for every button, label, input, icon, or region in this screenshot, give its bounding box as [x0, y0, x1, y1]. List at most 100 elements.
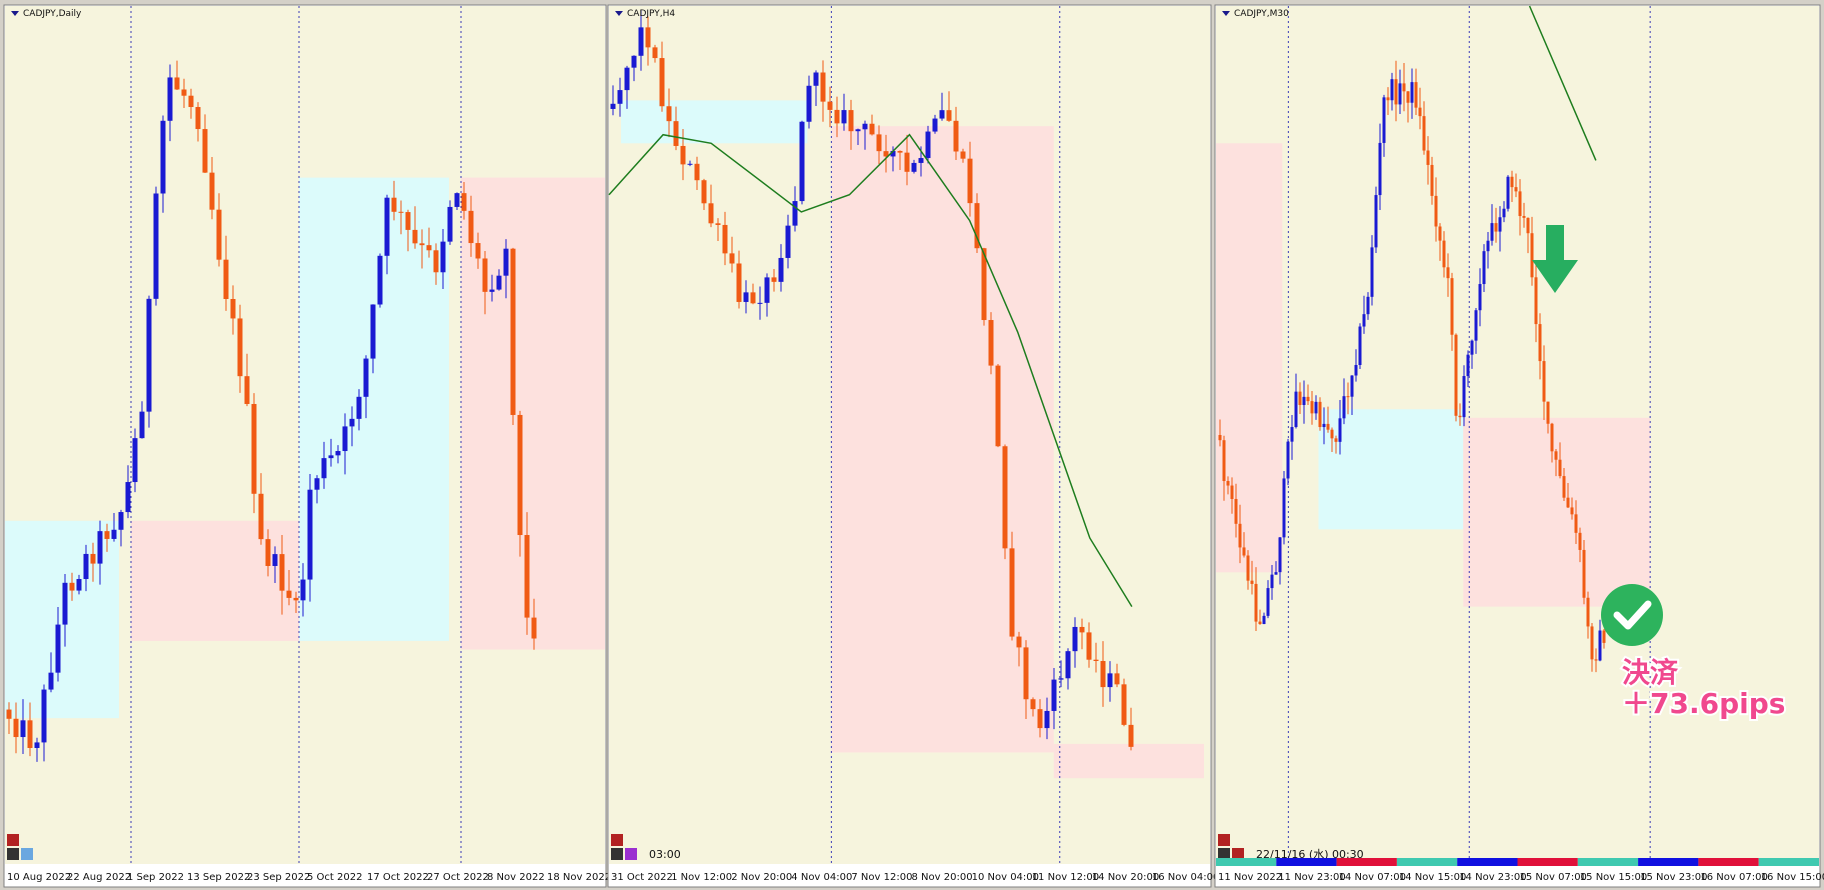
candle-body [1262, 615, 1266, 625]
candle-body [524, 535, 530, 618]
x-axis-label: 10 Aug 2022 [7, 872, 71, 883]
zone [831, 126, 1054, 753]
x-axis-label: 2 Nov 20:00 [731, 872, 792, 883]
candle-body [939, 110, 945, 119]
candle-body [1093, 659, 1099, 661]
x-axis-label: 15 Nov 23:00 [1640, 872, 1707, 883]
candle-body [981, 248, 987, 321]
candle-body [1450, 278, 1454, 335]
session-bar [1638, 858, 1699, 866]
candle-body [1270, 574, 1274, 589]
panel-button [7, 834, 19, 846]
zone [1318, 409, 1464, 530]
panel-button [611, 848, 623, 860]
x-axis-label: 27 Oct 2022 [427, 872, 489, 883]
candle-body [1510, 176, 1514, 188]
candle-body [638, 27, 644, 56]
candle-body [356, 396, 362, 419]
candle-body [736, 263, 742, 302]
x-axis-label: 14 Nov 07:00 [1339, 872, 1406, 883]
candle-body [1298, 391, 1302, 405]
candle-body [687, 163, 693, 165]
candle-body [153, 193, 159, 299]
candle-body [1282, 478, 1286, 538]
candle-body [1418, 107, 1422, 117]
time-label: 22/11/16 (水) 00:30 [1256, 848, 1364, 861]
candle-body [1550, 423, 1554, 452]
candle-body [1530, 233, 1534, 278]
candle-body [48, 672, 54, 690]
candle-body [932, 118, 938, 132]
candle-body [454, 193, 460, 207]
candle-body [265, 539, 271, 566]
candle-body [251, 403, 257, 494]
candle-body [1462, 376, 1466, 418]
candle-body [1278, 537, 1282, 573]
candle-body [1466, 354, 1470, 377]
candle-body [1350, 375, 1354, 397]
candle-body [83, 553, 89, 580]
candle-body [995, 365, 1001, 447]
candle-body [1354, 365, 1358, 376]
x-axis-label: 10 Nov 04:00 [972, 872, 1039, 883]
candle-body [764, 277, 770, 303]
candle-body [1374, 195, 1378, 248]
candle-body [1402, 83, 1406, 92]
candle-body [897, 150, 903, 153]
candle-body [1474, 310, 1478, 341]
candle-body [1522, 216, 1526, 218]
candle-body [426, 245, 432, 251]
candle-body [13, 718, 19, 738]
candle-body [482, 258, 488, 292]
candle-body [1426, 150, 1430, 165]
zone [461, 177, 605, 650]
candle-body [461, 193, 467, 211]
candle-body [1121, 684, 1127, 725]
candle-body [223, 259, 229, 300]
candle-body [1266, 588, 1270, 616]
candle-body [1258, 621, 1262, 625]
candle-body [237, 318, 243, 377]
candle-body [69, 582, 75, 591]
candle-body [1478, 284, 1482, 311]
candle-body [1542, 361, 1546, 402]
candle-body [715, 223, 721, 225]
candle-body [1414, 82, 1418, 108]
candle-body [813, 72, 819, 86]
panel-title: CADJPY,H4 [627, 9, 675, 19]
candle-body [806, 85, 812, 122]
candle-body [610, 103, 616, 109]
candle-body [1498, 217, 1502, 232]
candle-body [1546, 401, 1550, 424]
x-axis-label: 22 Aug 2022 [67, 872, 131, 883]
candle-body [1234, 498, 1238, 524]
zone [131, 520, 305, 641]
candle-body [708, 203, 714, 224]
candle-body [125, 482, 131, 513]
candle-body [645, 27, 651, 48]
candle-body [517, 414, 523, 536]
candle-body [1326, 423, 1330, 430]
panel-title: CADJPY,M30 [1234, 9, 1289, 19]
candle-body [666, 106, 672, 122]
candle-body [531, 617, 537, 639]
candle-body [335, 451, 341, 456]
candle-body [384, 197, 390, 256]
candle-body [1558, 459, 1562, 477]
candle-body [1338, 418, 1342, 442]
candle-body [1218, 435, 1222, 441]
candle-body [862, 123, 868, 130]
candle-body [6, 709, 12, 719]
candle-body [1570, 507, 1574, 515]
candle-body [652, 47, 658, 59]
candle-body [1422, 116, 1426, 151]
candle-body [1322, 423, 1326, 428]
candle-body [1398, 83, 1402, 105]
candle-body [799, 121, 805, 202]
candle-body [1602, 630, 1606, 643]
candle-body [1506, 176, 1510, 209]
candle-body [1358, 326, 1362, 366]
candle-body [307, 489, 313, 580]
